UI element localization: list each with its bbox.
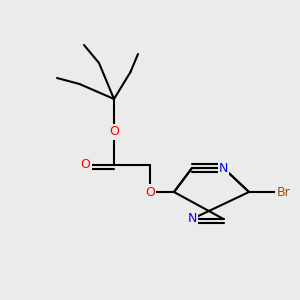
Text: N: N	[219, 161, 228, 175]
Text: O: O	[109, 125, 119, 139]
Text: N: N	[187, 212, 197, 226]
Text: Br: Br	[277, 185, 290, 199]
Text: O: O	[145, 185, 155, 199]
Text: O: O	[81, 158, 90, 172]
